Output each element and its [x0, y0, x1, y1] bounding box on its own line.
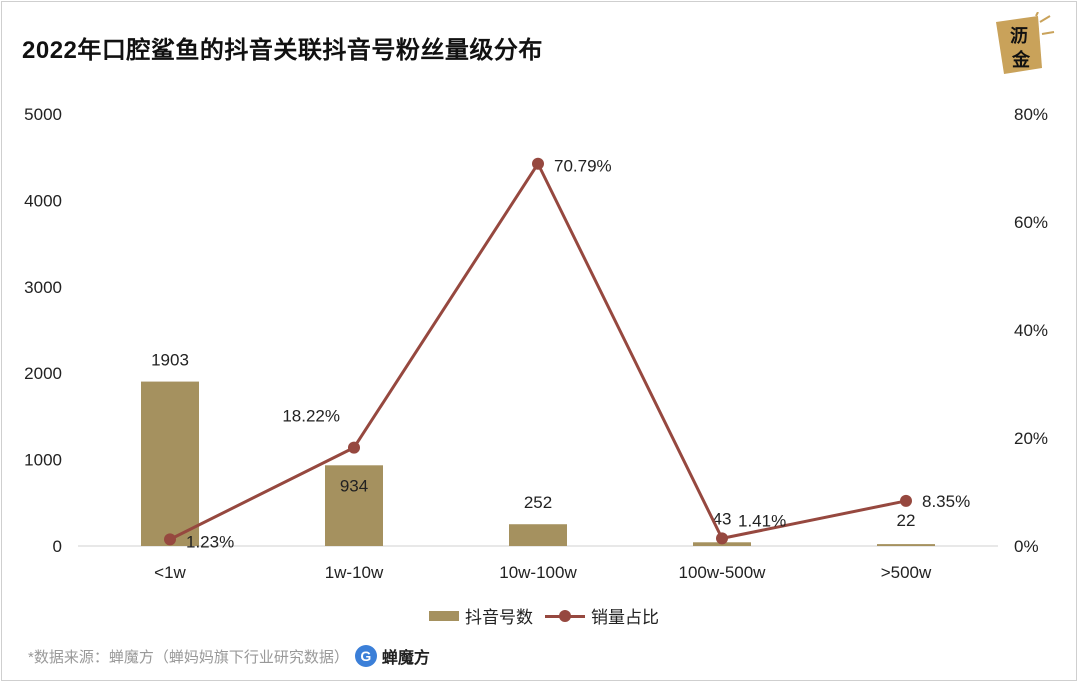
- source-note: *数据来源：蝉魔方（蝉妈妈旗下行业研究数据） G 蝉魔方: [28, 644, 430, 668]
- y-right-axis: 0% 20% 40% 60% 80%: [1014, 105, 1048, 556]
- logo-shape: [996, 16, 1042, 74]
- bar: [141, 381, 199, 546]
- logo-ray: [1039, 15, 1051, 23]
- bar-data-labels: 1903 934 252 43 22: [151, 351, 915, 531]
- legend-label-bar: 抖音号数: [465, 608, 533, 627]
- y-left-tick-label: 0: [53, 537, 62, 556]
- y-left-axis: 0 1000 2000 3000 4000 5000: [24, 105, 62, 556]
- bar-data-label: 43: [713, 509, 732, 528]
- x-tick-label: >500w: [881, 563, 932, 582]
- x-axis: <1w 1w-10w 10w-100w 100w-500w >500w: [154, 563, 932, 582]
- chart-legend: 抖音号数 销量占比: [429, 603, 671, 628]
- logo-text-1: 沥: [1010, 26, 1028, 46]
- chart-title: 2022年口腔鲨鱼的抖音关联抖音号粉丝量级分布: [22, 37, 543, 64]
- line-path: [169, 162, 907, 541]
- line-data-labels: 1.23% 18.22% 70.79% 1.41% 8.35%: [186, 157, 970, 552]
- y-left-tick-label: 1000: [24, 451, 62, 470]
- source-text: *数据来源：蝉魔方（蝉妈妈旗下行业研究数据）: [28, 648, 349, 666]
- logo-ray: [1041, 31, 1055, 35]
- line-point: [716, 532, 728, 545]
- line-point: [532, 157, 544, 170]
- line-data-label: 1.23%: [186, 532, 234, 551]
- y-left-tick-label: 2000: [24, 364, 62, 383]
- bar-data-label: 252: [524, 493, 552, 512]
- combo-chart: 0 1000 2000 3000 4000 5000 0% 20% 40% 60% 80% 190…: [24, 105, 1048, 582]
- line-data-label: 1.41%: [738, 511, 786, 530]
- line-data-label: 8.35%: [922, 492, 970, 511]
- bar-data-label: 22: [897, 511, 916, 530]
- legend-swatch-bar: [429, 610, 459, 621]
- line-point: [348, 441, 360, 454]
- bar-data-label: 934: [340, 476, 368, 495]
- line-data-label: 18.22%: [282, 407, 340, 426]
- y-left-tick-label: 5000: [24, 105, 62, 124]
- source-logo-icon: G: [354, 645, 377, 667]
- logo-text-2: 金: [1011, 49, 1031, 70]
- legend-item-line: 销量占比: [545, 603, 659, 628]
- line-point: [164, 533, 176, 546]
- bar-series: [141, 381, 935, 546]
- brand-logo: 沥 金: [996, 12, 1055, 74]
- y-left-tick-label: 4000: [24, 191, 62, 210]
- y-right-tick-label: 60%: [1014, 213, 1048, 232]
- legend-label-line: 销量占比: [591, 608, 659, 627]
- x-tick-label: 1w-10w: [325, 563, 384, 582]
- bar: [877, 544, 935, 546]
- y-right-tick-label: 20%: [1014, 429, 1048, 448]
- bar-data-label: 1903: [151, 351, 189, 370]
- line-data-label: 70.79%: [554, 157, 612, 176]
- line-series: [164, 157, 912, 546]
- source-logo: G 蝉魔方: [354, 644, 430, 668]
- logo-ray: [1035, 12, 1039, 17]
- x-tick-label: <1w: [154, 563, 186, 582]
- bar: [509, 524, 567, 546]
- bar: [325, 465, 383, 546]
- legend-item-bar: 抖音号数: [429, 603, 533, 628]
- legend-swatch-line: [545, 609, 585, 623]
- x-tick-label: 10w-100w: [499, 563, 577, 582]
- y-right-tick-label: 0%: [1014, 537, 1039, 556]
- x-tick-label: 100w-500w: [679, 563, 767, 582]
- y-right-tick-label: 80%: [1014, 105, 1048, 124]
- source-logo-text: 蝉魔方: [381, 650, 430, 667]
- y-left-tick-label: 3000: [24, 278, 62, 297]
- y-right-tick-label: 40%: [1014, 321, 1048, 340]
- line-point: [900, 494, 912, 507]
